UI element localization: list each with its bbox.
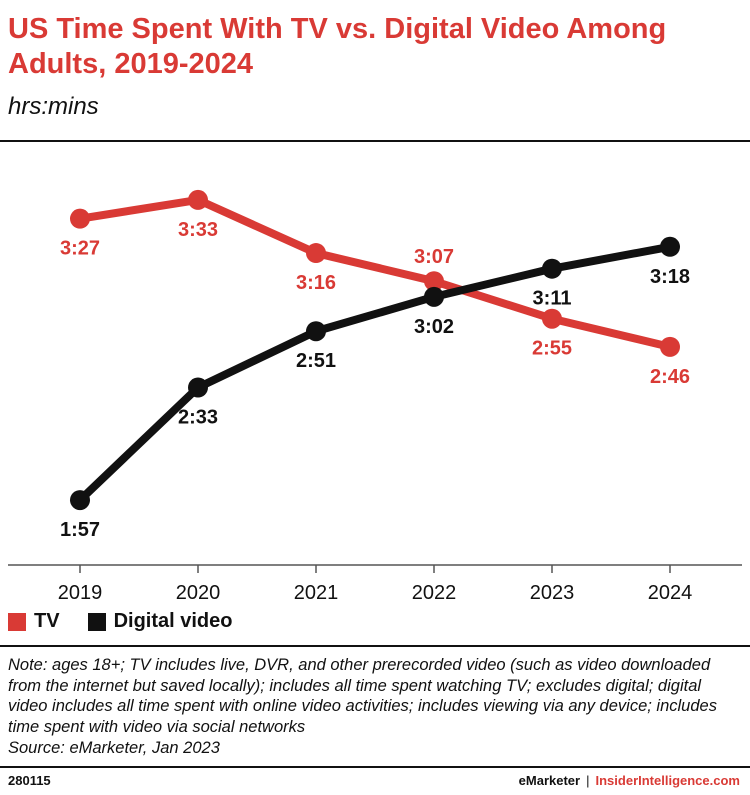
top-divider	[0, 140, 750, 142]
data-label-digital-video: 3:02	[414, 316, 454, 338]
data-point-digital-video	[542, 258, 562, 279]
brand-separator: |	[586, 773, 590, 788]
series-line-tv	[76, 195, 674, 351]
brand-emarketer: eMarketer	[518, 773, 581, 788]
data-point-tv	[70, 208, 90, 229]
data-label-digital-video: 3:11	[533, 288, 572, 310]
data-point-digital-video	[424, 286, 444, 307]
data-label-tv: 2:46	[650, 366, 690, 388]
x-tick-label: 2024	[648, 582, 693, 604]
x-tick-label: 2021	[294, 582, 339, 604]
line-chart: 2019 2020 2021 2022 2023 2024 3:27 3:33 3:16 3:07…	[8, 189, 742, 604]
data-point-tv	[660, 336, 680, 357]
x-tick-label: 2019	[58, 582, 103, 604]
data-point-tv	[424, 271, 444, 292]
legend: TV Digital video	[8, 610, 260, 633]
chart-id: 280115	[8, 773, 51, 788]
data-label-tv: 2:55	[532, 338, 572, 360]
series-line-digital-video	[76, 242, 674, 505]
data-label-tv: 3:16	[296, 272, 336, 294]
legend-label-tv: TV	[34, 610, 60, 632]
legend-swatch-digital-video	[87, 612, 106, 631]
data-label-digital-video: 1:57	[60, 519, 100, 541]
data-point-tv	[188, 189, 208, 210]
footer-branding: eMarketer | InsiderIntelligence.com	[519, 773, 740, 788]
chart-subtitle: hrs:mins	[8, 93, 99, 120]
legend-item-digital-video: Digital video	[87, 610, 233, 633]
legend-swatch-tv	[8, 612, 26, 631]
x-tick-label: 2023	[530, 582, 575, 604]
data-point-tv	[306, 243, 326, 264]
data-label-digital-video: 2:33	[178, 407, 218, 429]
brand-insider-intelligence: InsiderIntelligence.com	[595, 773, 741, 788]
data-point-digital-video	[188, 377, 208, 398]
data-label-tv: 3:07	[414, 246, 454, 268]
x-tick-label: 2022	[412, 582, 457, 604]
bottom-divider	[0, 766, 750, 768]
data-label-digital-video: 2:51	[296, 350, 336, 372]
chart-note: Note: ages 18+; TV includes live, DVR, a…	[8, 656, 717, 736]
data-label-digital-video: 3:18	[650, 266, 690, 288]
data-point-tv	[542, 308, 562, 329]
middle-divider	[0, 645, 750, 647]
legend-item-tv: TV	[8, 610, 60, 633]
data-label-tv: 3:33	[178, 219, 218, 241]
x-tick-label: 2020	[176, 582, 221, 604]
chart-source: Source: eMarketer, Jan 2023	[8, 739, 220, 757]
data-point-digital-video	[660, 236, 680, 257]
chart-title: US Time Spent With TV vs. Digital Video …	[8, 13, 667, 80]
data-point-digital-video	[70, 490, 90, 511]
legend-label-digital-video: Digital video	[113, 610, 233, 632]
data-label-tv: 3:27	[60, 238, 100, 260]
data-point-digital-video	[306, 321, 326, 342]
